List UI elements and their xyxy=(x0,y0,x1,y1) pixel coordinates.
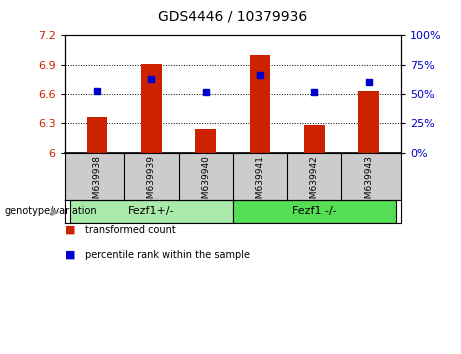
Bar xyxy=(358,91,379,153)
Text: GSM639940: GSM639940 xyxy=(201,155,210,210)
Text: ■: ■ xyxy=(65,225,75,235)
Bar xyxy=(141,64,162,153)
Text: genotype/variation: genotype/variation xyxy=(5,206,97,216)
Text: Fezf1 -/-: Fezf1 -/- xyxy=(292,206,337,216)
Point xyxy=(148,76,155,82)
Bar xyxy=(87,118,107,153)
Text: Fezf1+/-: Fezf1+/- xyxy=(128,206,175,216)
Bar xyxy=(70,200,233,223)
Bar xyxy=(250,55,270,153)
Text: GSM639938: GSM639938 xyxy=(93,155,101,210)
Text: GSM639941: GSM639941 xyxy=(255,155,265,210)
Text: percentile rank within the sample: percentile rank within the sample xyxy=(85,250,250,260)
Text: GSM639939: GSM639939 xyxy=(147,155,156,210)
Text: ▶: ▶ xyxy=(52,206,60,216)
Bar xyxy=(233,200,396,223)
Point xyxy=(256,73,264,78)
Text: GSM639942: GSM639942 xyxy=(310,155,319,210)
Point xyxy=(311,89,318,95)
Text: GDS4446 / 10379936: GDS4446 / 10379936 xyxy=(158,9,307,23)
Text: transformed count: transformed count xyxy=(85,225,176,235)
Point xyxy=(202,89,209,95)
Text: GSM639943: GSM639943 xyxy=(364,155,373,210)
Text: ■: ■ xyxy=(65,250,75,260)
Bar xyxy=(304,125,325,153)
Bar xyxy=(195,129,216,153)
Point xyxy=(94,88,101,93)
Point xyxy=(365,80,372,85)
